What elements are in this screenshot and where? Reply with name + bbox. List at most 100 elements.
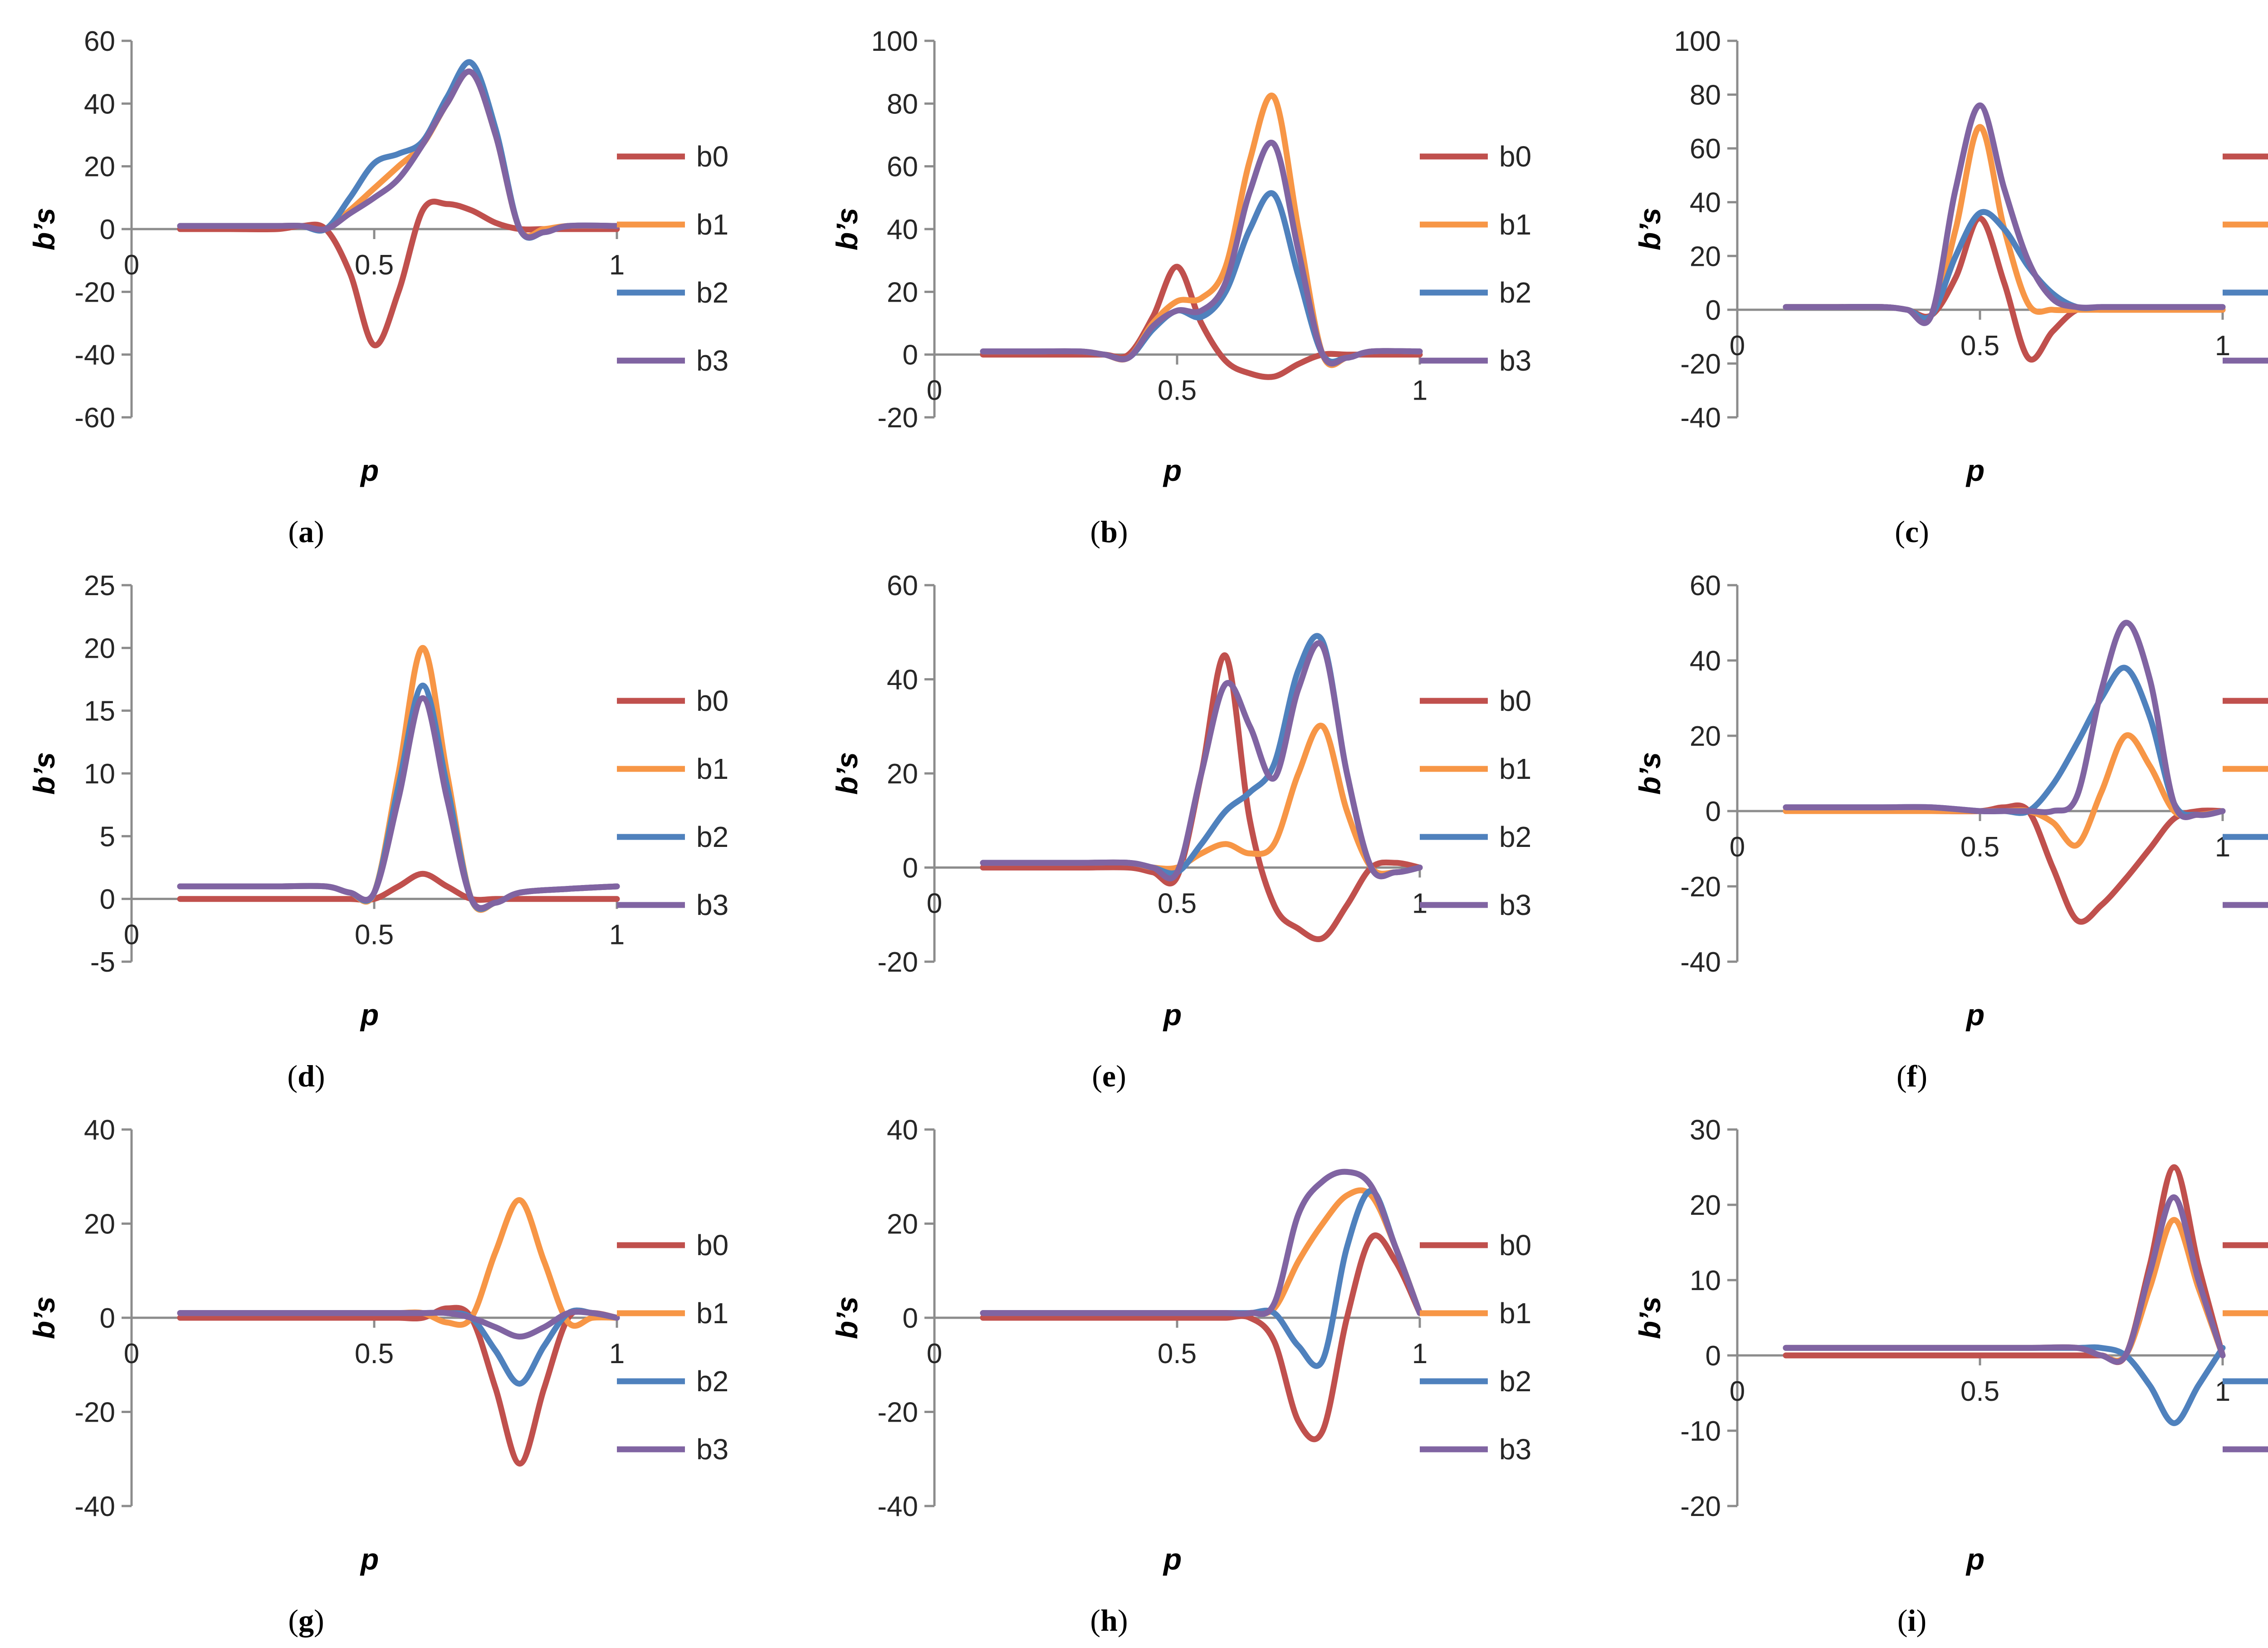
x-axis-title: p [360, 454, 379, 487]
legend-label-b0: b0 [1499, 685, 1531, 717]
y-axis-title: b’s [1633, 1296, 1667, 1339]
y-axis-title: b’s [1633, 208, 1667, 250]
legend-label-b2: b2 [696, 1365, 728, 1398]
legend-label-b2: b2 [696, 276, 728, 309]
y-tick-label: 40 [84, 1115, 115, 1146]
y-axis-title: b’s [27, 752, 61, 795]
y-tick-label: -20 [1680, 348, 1721, 380]
y-tick-label: 20 [887, 758, 918, 790]
y-tick-label: -5 [90, 947, 115, 978]
y-tick-label: 20 [1690, 1190, 1721, 1221]
y-tick-label: 30 [1690, 1115, 1721, 1146]
y-tick-label: 5 [100, 821, 115, 852]
y-tick-label: -40 [877, 1491, 918, 1522]
x-tick-label: 0 [124, 1338, 139, 1369]
y-tick-label: 0 [100, 214, 115, 245]
series-line-b3 [1783, 620, 2226, 820]
series-line-b0 [177, 870, 620, 903]
y-tick-label: 0 [1706, 1340, 1721, 1372]
x-tick-label: 0 [124, 919, 139, 951]
y-tick-label: 60 [887, 570, 918, 601]
chart-panel-b: -20 0 20 40 60 80 100 0 0.5 1 b’s p b0 b1 b2 b3 (b) [830, 26, 1531, 549]
x-tick-label: 1 [609, 249, 625, 281]
y-tick-label: 60 [1690, 133, 1721, 165]
x-tick-label: 0 [1730, 1376, 1745, 1407]
series-line-b1 [177, 1197, 620, 1329]
x-tick-label: 0.5 [1158, 888, 1197, 919]
x-tick-label: 0.5 [355, 1338, 394, 1369]
legend-label-b3: b3 [696, 1433, 728, 1466]
y-tick-label: 100 [1674, 26, 1721, 57]
x-tick-label: 0.5 [1960, 330, 1999, 362]
y-tick-label: -20 [74, 277, 115, 308]
y-tick-label: 40 [887, 665, 918, 696]
legend-label-b2: b2 [1499, 821, 1531, 853]
legend-label-b3: b3 [1499, 1433, 1531, 1466]
x-tick-label: 1 [1412, 1338, 1427, 1369]
panel-caption: (i) [1897, 1603, 1926, 1638]
x-tick-label: 0.5 [355, 249, 394, 281]
y-axis-title: b’s [27, 1296, 61, 1339]
x-tick-label: 0.5 [1158, 1338, 1197, 1369]
series-line-b0 [1783, 802, 2226, 925]
chart-panel-d: -5 0 5 10 15 20 25 0 0.5 1 b’s p b0 b1 b2 b3 (d) [27, 570, 728, 1093]
y-axis-title: b’s [1633, 752, 1667, 795]
series-line-b0 [980, 1232, 1423, 1443]
y-tick-label: 40 [887, 1115, 918, 1146]
y-tick-label: 0 [100, 884, 115, 915]
y-tick-label: 20 [887, 277, 918, 308]
y-tick-label: -20 [1680, 1491, 1721, 1522]
legend-label-b1: b1 [1499, 753, 1531, 785]
legend-label-b1: b1 [696, 1297, 728, 1330]
series-line-b3 [980, 640, 1423, 881]
x-tick-label: 1 [609, 919, 625, 951]
y-tick-label: 40 [1690, 187, 1721, 219]
x-axis-title: p [360, 998, 379, 1032]
y-tick-label: -20 [1680, 871, 1721, 903]
y-tick-label: 10 [1690, 1265, 1721, 1296]
series-line-b3 [177, 695, 620, 911]
x-tick-label: 1 [1412, 375, 1427, 406]
y-tick-label: 80 [887, 88, 918, 120]
y-tick-label: 20 [1690, 241, 1721, 272]
legend-label-b1: b1 [1499, 208, 1531, 241]
y-tick-label: 40 [1690, 646, 1721, 677]
y-tick-label: -20 [877, 1397, 918, 1428]
legend-label-b2: b2 [696, 821, 728, 853]
y-tick-label: 60 [84, 26, 115, 57]
series-line-b0 [980, 264, 1423, 380]
y-tick-label: -40 [1680, 947, 1721, 978]
y-axis-title: b’s [27, 208, 61, 250]
x-tick-label: 0.5 [1960, 1376, 1999, 1407]
legend-label-b2: b2 [1499, 276, 1531, 309]
y-tick-label: 25 [84, 570, 115, 601]
y-tick-label: 20 [1690, 721, 1721, 752]
series-line-b0 [177, 1305, 620, 1467]
y-axis-title: b’s [830, 208, 864, 250]
series-line-b0 [980, 652, 1423, 942]
x-tick-label: 0 [124, 249, 139, 281]
legend-label-b0: b0 [696, 1229, 728, 1262]
y-tick-label: -20 [877, 402, 918, 434]
legend-label-b0: b0 [696, 685, 728, 717]
panel-caption: (b) [1090, 514, 1128, 549]
y-tick-label: -40 [74, 1491, 115, 1522]
panel-caption: (g) [288, 1603, 324, 1638]
y-tick-label: 0 [903, 853, 918, 884]
legend-label-b3: b3 [1499, 344, 1531, 377]
y-tick-label: 60 [887, 152, 918, 183]
y-tick-label: -20 [74, 1397, 115, 1428]
y-axis-title: b’s [830, 1296, 864, 1339]
y-tick-label: 0 [903, 1303, 918, 1334]
x-axis-title: p [1163, 998, 1182, 1032]
x-axis-title: p [1965, 998, 1984, 1032]
chart-panel-g: -40 -20 0 20 40 0 0.5 1 b’s p b0 b1 b2 b3 (g) [27, 1115, 728, 1638]
legend-label-b0: b0 [696, 140, 728, 173]
y-tick-label: 20 [84, 1209, 115, 1240]
panel-caption: (e) [1092, 1059, 1126, 1093]
legend-label-b1: b1 [1499, 1297, 1531, 1330]
